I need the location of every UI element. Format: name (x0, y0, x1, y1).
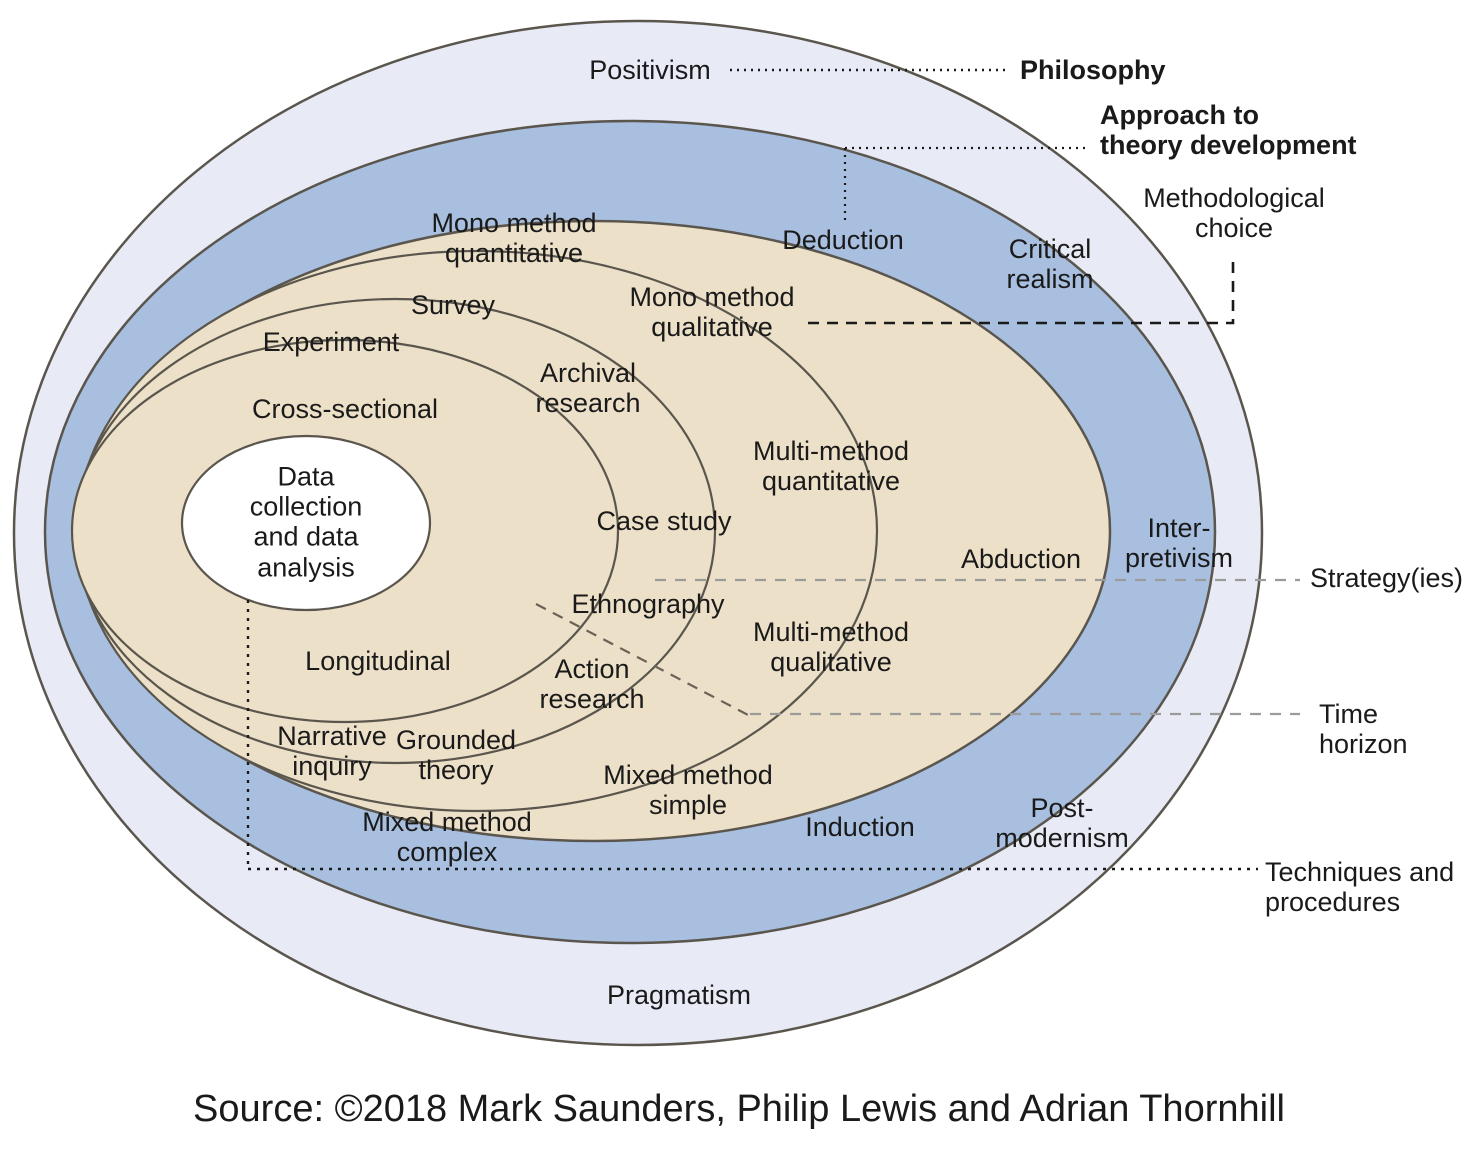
label-induction: Induction (805, 811, 915, 842)
leader-strategy-diagonal (535, 603, 751, 717)
label-mono-method-quantitative: Mono method quantitative (431, 207, 597, 268)
label-abduction: Abduction (960, 543, 1082, 574)
label-mixed-method-simple: Mixed method simple (603, 759, 773, 820)
label-positivism: Positivism (589, 54, 711, 85)
label-multi-method-quantitative: Multi-method quantitative (752, 435, 910, 496)
label-narrative-inquiry: Narrative inquiry (277, 720, 387, 781)
label-longitudinal: Longitudinal (305, 645, 451, 676)
label-cross-sectional: Cross-sectional (251, 393, 439, 424)
leader-methodological-choice (800, 262, 1235, 325)
label-critical-realism: Critical realism (1006, 233, 1094, 294)
label-archival-research: Archival research (535, 357, 641, 418)
callout-methodological-choice: Methodological choice (1143, 182, 1325, 243)
label-mixed-method-complex: Mixed method complex (362, 806, 532, 867)
label-pragmatism: Pragmatism (606, 979, 752, 1010)
label-experiment: Experiment (262, 326, 400, 357)
label-action-research: Action research (539, 653, 645, 714)
label-mono-method-qualitative: Mono method qualitative (629, 281, 795, 342)
callout-approach-to-theory-development: Approach to theory development (1100, 99, 1357, 160)
label-ethnography: Ethnography (571, 588, 725, 619)
callout-time-horizon: Time horizon (1319, 698, 1408, 759)
label-deduction: Deduction (782, 224, 904, 255)
label-survey: Survey (410, 289, 496, 320)
callout-philosophy: Philosophy (1020, 54, 1166, 85)
source-caption: Source: ©2018 Mark Saunders, Philip Lewi… (193, 1088, 1285, 1130)
core-ellipse (180, 434, 432, 612)
label-data-collection-and-data-analysis: Data collection and data analysis (249, 461, 363, 583)
label-multi-method-qualitative: Multi-method qualitative (752, 616, 910, 677)
label-grounded-theory: Grounded theory (395, 724, 517, 785)
label-case-study: Case study (596, 505, 732, 536)
callout-strategies: Strategy(ies) (1310, 562, 1464, 593)
label-interpretivism: Inter- pretivism (1124, 512, 1234, 573)
callout-techniques-and-procedures: Techniques and procedures (1265, 856, 1455, 917)
label-post-modernism: Post- modernism (995, 792, 1129, 853)
